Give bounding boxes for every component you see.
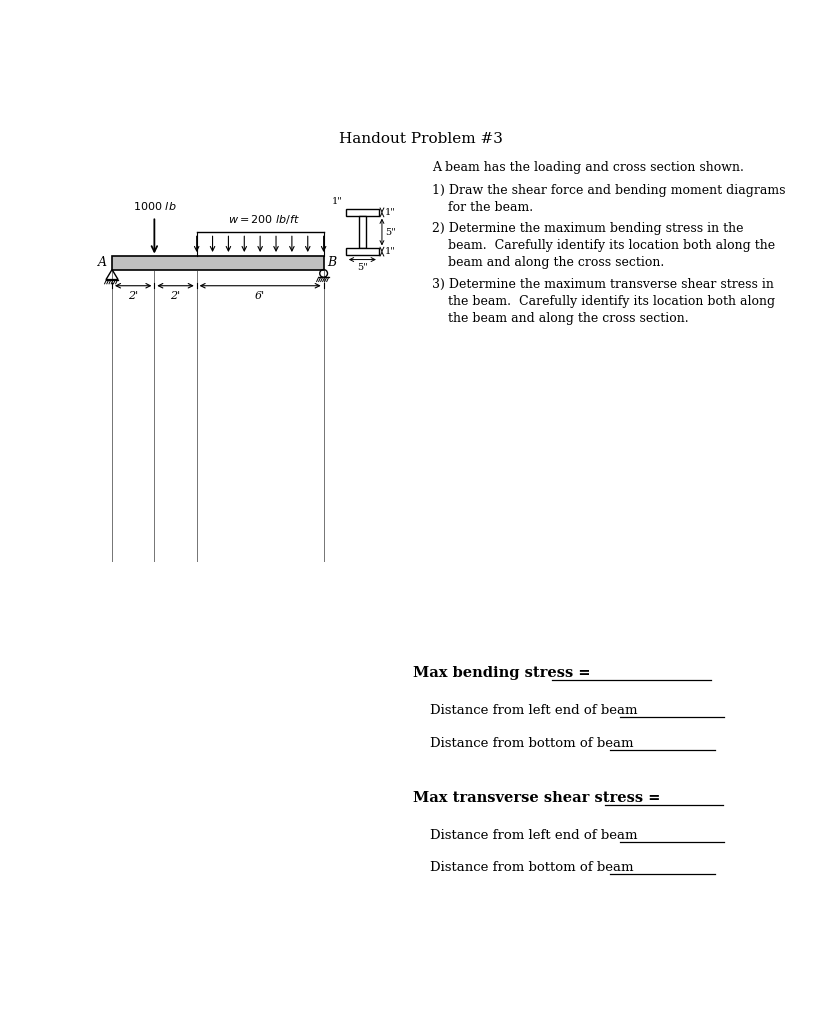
Bar (359, 216, 366, 249)
Text: A: A (99, 256, 108, 268)
Text: Distance from bottom of beam: Distance from bottom of beam (430, 861, 633, 874)
Text: 5": 5" (357, 263, 367, 272)
Text: $1000\ \mathit{lb}$: $1000\ \mathit{lb}$ (132, 200, 176, 212)
Text: the beam and along the cross section.: the beam and along the cross section. (432, 311, 689, 325)
Text: 1": 1" (385, 208, 396, 217)
Text: 5": 5" (385, 227, 396, 237)
Text: 3) Determine the maximum transverse shear stress in: 3) Determine the maximum transverse shea… (432, 278, 774, 291)
Text: B: B (327, 256, 337, 268)
Text: $w = 200\ \mathit{lb/ft}$: $w = 200\ \mathit{lb/ft}$ (228, 213, 300, 226)
Text: beam.  Carefully identify its location both along the: beam. Carefully identify its location bo… (432, 240, 775, 252)
Text: 2': 2' (128, 291, 138, 301)
Text: Distance from left end of beam: Distance from left end of beam (430, 829, 637, 842)
Text: for the beam.: for the beam. (432, 201, 533, 214)
Text: Distance from bottom of beam: Distance from bottom of beam (430, 736, 633, 750)
Bar (112, 256, 324, 269)
Text: 1": 1" (385, 247, 396, 256)
Text: Max transverse shear stress =: Max transverse shear stress = (413, 792, 665, 805)
Text: 1) Draw the shear force and bending moment diagrams: 1) Draw the shear force and bending mome… (432, 183, 786, 197)
Text: Distance from left end of beam: Distance from left end of beam (430, 705, 637, 718)
Text: Max bending stress =: Max bending stress = (413, 667, 595, 680)
Text: beam and along the cross section.: beam and along the cross section. (432, 256, 664, 269)
Text: 6': 6' (255, 291, 266, 301)
Text: 2) Determine the maximum bending stress in the: 2) Determine the maximum bending stress … (432, 222, 744, 236)
Bar (346, 209, 379, 216)
Text: 1": 1" (332, 197, 343, 206)
Bar (346, 249, 379, 255)
Text: the beam.  Carefully identify its location both along: the beam. Carefully identify its locatio… (432, 295, 775, 307)
Text: A beam has the loading and cross section shown.: A beam has the loading and cross section… (432, 161, 744, 174)
Text: Handout Problem #3: Handout Problem #3 (339, 132, 503, 146)
Text: 2': 2' (170, 291, 181, 301)
